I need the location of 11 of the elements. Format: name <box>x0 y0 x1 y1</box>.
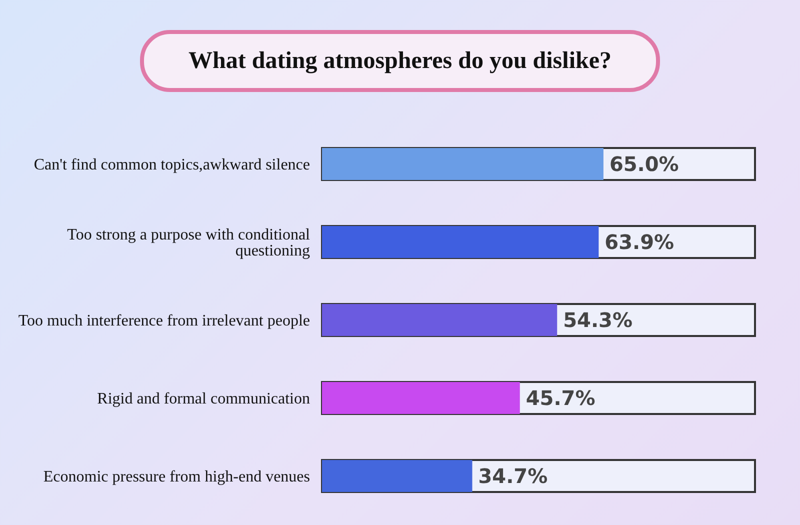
y-tick-label: Economic pressure from high-end venues <box>43 468 310 486</box>
chart-title: What dating atmospheres do you dislike? <box>140 30 660 92</box>
data-label: 34.7% <box>478 464 548 488</box>
y-tick-label: Too much interference from irrelevant people <box>18 312 310 330</box>
data-label: 45.7% <box>526 386 596 410</box>
y-tick-label: Too strong a purpose with conditional questioning <box>67 226 311 260</box>
data-label: 63.9% <box>604 230 674 254</box>
data-label: 65.0% <box>609 152 679 176</box>
y-tick-label: Rigid and formal communication <box>97 390 310 408</box>
data-label: 54.3% <box>563 308 633 332</box>
y-tick-label: Can't find common topics,awkward silence <box>34 156 310 174</box>
